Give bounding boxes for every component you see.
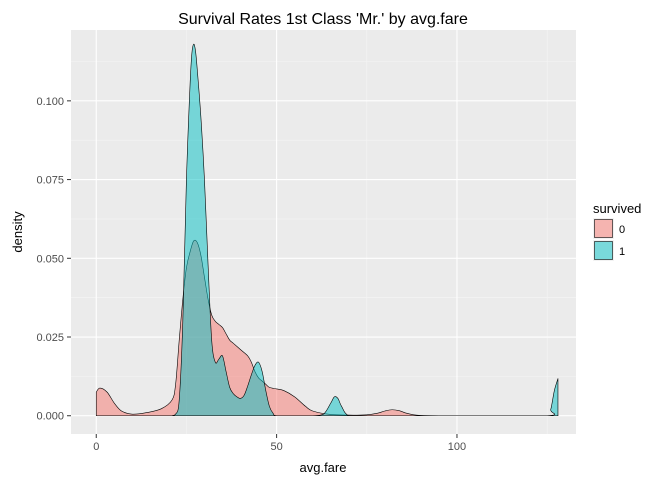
x-tick-label: 0 [93,441,99,453]
density-areas [95,43,559,417]
chart-title: Survival Rates 1st Class 'Mr.' by avg.fa… [178,11,468,28]
y-tick-label: 0.050 [36,253,64,265]
legend-key-1 [594,241,613,260]
y-tick-label: 0.100 [36,96,64,108]
minor-gridlines [71,30,576,434]
legend-label-0: 0 [619,224,625,236]
y-tick-label: 0.000 [36,411,64,423]
legend-key-0 [594,219,613,238]
legend: survived 0 1 [593,201,641,261]
y-tick-label: 0.025 [36,332,64,344]
plot-panel [71,30,576,434]
y-axis-label: density [10,211,25,253]
legend-title: survived [593,201,641,216]
y-tick-label: 0.075 [36,175,64,187]
x-axis-label: avg.fare [300,460,347,475]
x-tick-label: 100 [448,441,466,453]
x-tick-label: 50 [270,441,282,453]
density-area-1 [171,43,559,417]
y-axis-ticks: 0.000 0.025 0.050 0.075 0.100 [36,96,71,423]
x-axis-ticks: 0 50 100 [93,434,466,453]
legend-label-1: 1 [619,246,625,258]
